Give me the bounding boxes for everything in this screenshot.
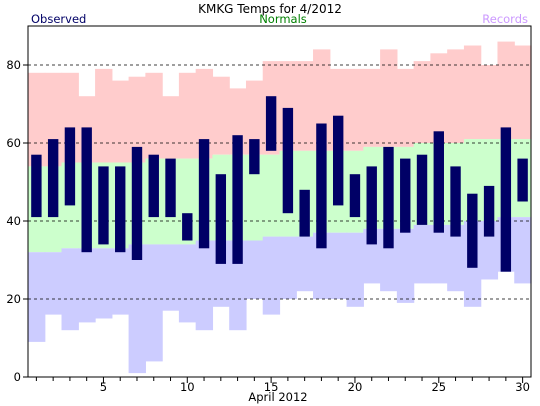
record-low-band-day-3	[61, 248, 79, 331]
record-high-band-day-8	[145, 72, 163, 159]
normal-band-day-14	[245, 154, 264, 241]
record-high-band-day-10	[178, 72, 197, 159]
record-high-band-day-24	[413, 61, 431, 143]
normal-band-day-15	[262, 154, 281, 237]
observed-bar-day-25	[433, 131, 444, 233]
record-high-band-day-14	[245, 80, 264, 155]
observed-bar-day-28	[483, 185, 495, 237]
record-low-band-day-23	[396, 228, 415, 303]
record-low-band-day-9	[162, 244, 180, 311]
record-high-band-day-28	[480, 65, 499, 140]
record-low-band-day-19	[329, 232, 348, 299]
observed-bar-day-26	[450, 166, 461, 237]
record-high-band-day-23	[396, 68, 415, 147]
observed-bar-day-7	[131, 146, 143, 260]
observed-bar-day-20	[349, 174, 361, 218]
observed-bar-day-23	[400, 158, 411, 233]
observed-bar-day-9	[165, 158, 176, 218]
record-low-band-day-11	[195, 240, 214, 331]
record-low-band-day-15	[262, 236, 281, 315]
record-low-band-day-8	[145, 244, 163, 362]
record-high-band-day-11	[195, 68, 214, 159]
record-low-band-day-18	[313, 232, 331, 299]
record-low-band-day-20	[346, 232, 364, 307]
observed-bar-day-30	[517, 158, 528, 202]
x-tick-label-20: 20	[348, 380, 363, 394]
record-high-band-day-21	[363, 68, 381, 147]
observed-bar-day-22	[383, 146, 394, 249]
record-high-band-day-26	[447, 49, 465, 143]
observed-bar-day-14	[249, 139, 260, 175]
record-low-band-day-10	[178, 244, 197, 323]
observed-bar-day-10	[182, 213, 193, 241]
observed-bar-day-2	[47, 139, 59, 218]
record-low-band-day-17	[296, 236, 314, 292]
record-high-band-day-7	[128, 76, 146, 163]
observed-bars	[31, 96, 528, 272]
y-tick-label-0: 0	[14, 370, 21, 384]
record-low-band-day-7	[128, 244, 146, 374]
record-low-band-day-1	[28, 252, 46, 342]
observed-bar-day-24	[416, 154, 428, 225]
observed-bar-day-6	[115, 166, 126, 253]
record-high-band-day-9	[162, 96, 180, 159]
record-low-band-day-26	[447, 224, 465, 292]
x-axis-label: April 2012	[248, 390, 307, 404]
record-high-band-day-30	[514, 45, 532, 140]
y-tick-label-20: 20	[6, 292, 21, 306]
y-tick-label-40: 40	[6, 214, 21, 228]
record-high-band-day-29	[497, 41, 515, 140]
x-tick-label-15: 15	[264, 380, 279, 394]
legend-observed: Observed	[31, 12, 86, 26]
observed-bar-day-21	[366, 166, 377, 245]
record-high-band-day-1	[28, 72, 46, 167]
observed-bar-day-8	[148, 154, 159, 218]
axis-ticks: 5 10 15 20 25 30 0 20 40 60 80	[6, 58, 530, 394]
record-low-band-day-2	[44, 252, 63, 315]
record-high-band-day-25	[430, 53, 448, 143]
x-tick-label-5: 5	[100, 380, 107, 394]
record-low-band-day-5	[95, 248, 113, 319]
record-low-band-day-14	[245, 240, 264, 299]
observed-bar-day-4	[81, 127, 92, 253]
record-high-band-day-5	[95, 68, 113, 163]
legend-records: Records	[482, 12, 528, 26]
legend-normals: Normals	[259, 12, 307, 26]
observed-bar-day-29	[500, 127, 512, 272]
y-tick-label-60: 60	[6, 136, 21, 150]
record-low-band-day-4	[78, 248, 96, 323]
observed-bar-day-17	[299, 189, 310, 237]
record-high-band-day-6	[111, 80, 130, 163]
x-tick-label-10: 10	[180, 380, 195, 394]
record-low-band-day-25	[430, 224, 448, 284]
observed-bar-day-5	[98, 166, 109, 245]
observed-bar-day-27	[467, 193, 478, 268]
observed-bar-day-1	[31, 154, 42, 218]
observed-bar-day-18	[316, 123, 327, 249]
record-high-band-day-17	[296, 61, 314, 151]
record-high-band-day-20	[346, 68, 364, 151]
x-tick-label-30: 30	[515, 380, 530, 394]
x-tick-label-25: 25	[431, 380, 446, 394]
chart-title: KMKG Temps for 4/2012	[198, 2, 342, 16]
observed-bar-day-19	[332, 115, 344, 206]
record-high-band-day-27	[463, 45, 482, 140]
record-low-band-day-24	[413, 224, 431, 284]
record-high-band-day-22	[380, 49, 398, 147]
observed-bar-day-13	[232, 135, 243, 264]
observed-bar-day-12	[215, 174, 227, 264]
plot-frame	[27, 25, 532, 378]
record-low-band-day-30	[514, 217, 532, 284]
record-low-band-day-16	[279, 236, 297, 299]
observed-bar-day-16	[282, 107, 294, 214]
observed-bar-day-15	[265, 96, 277, 151]
observed-bar-day-3	[64, 127, 76, 206]
record-low-band-day-6	[111, 248, 130, 315]
y-tick-label-80: 80	[6, 58, 21, 72]
record-high-band-day-12	[212, 76, 230, 155]
observed-bar-day-11	[198, 139, 210, 249]
